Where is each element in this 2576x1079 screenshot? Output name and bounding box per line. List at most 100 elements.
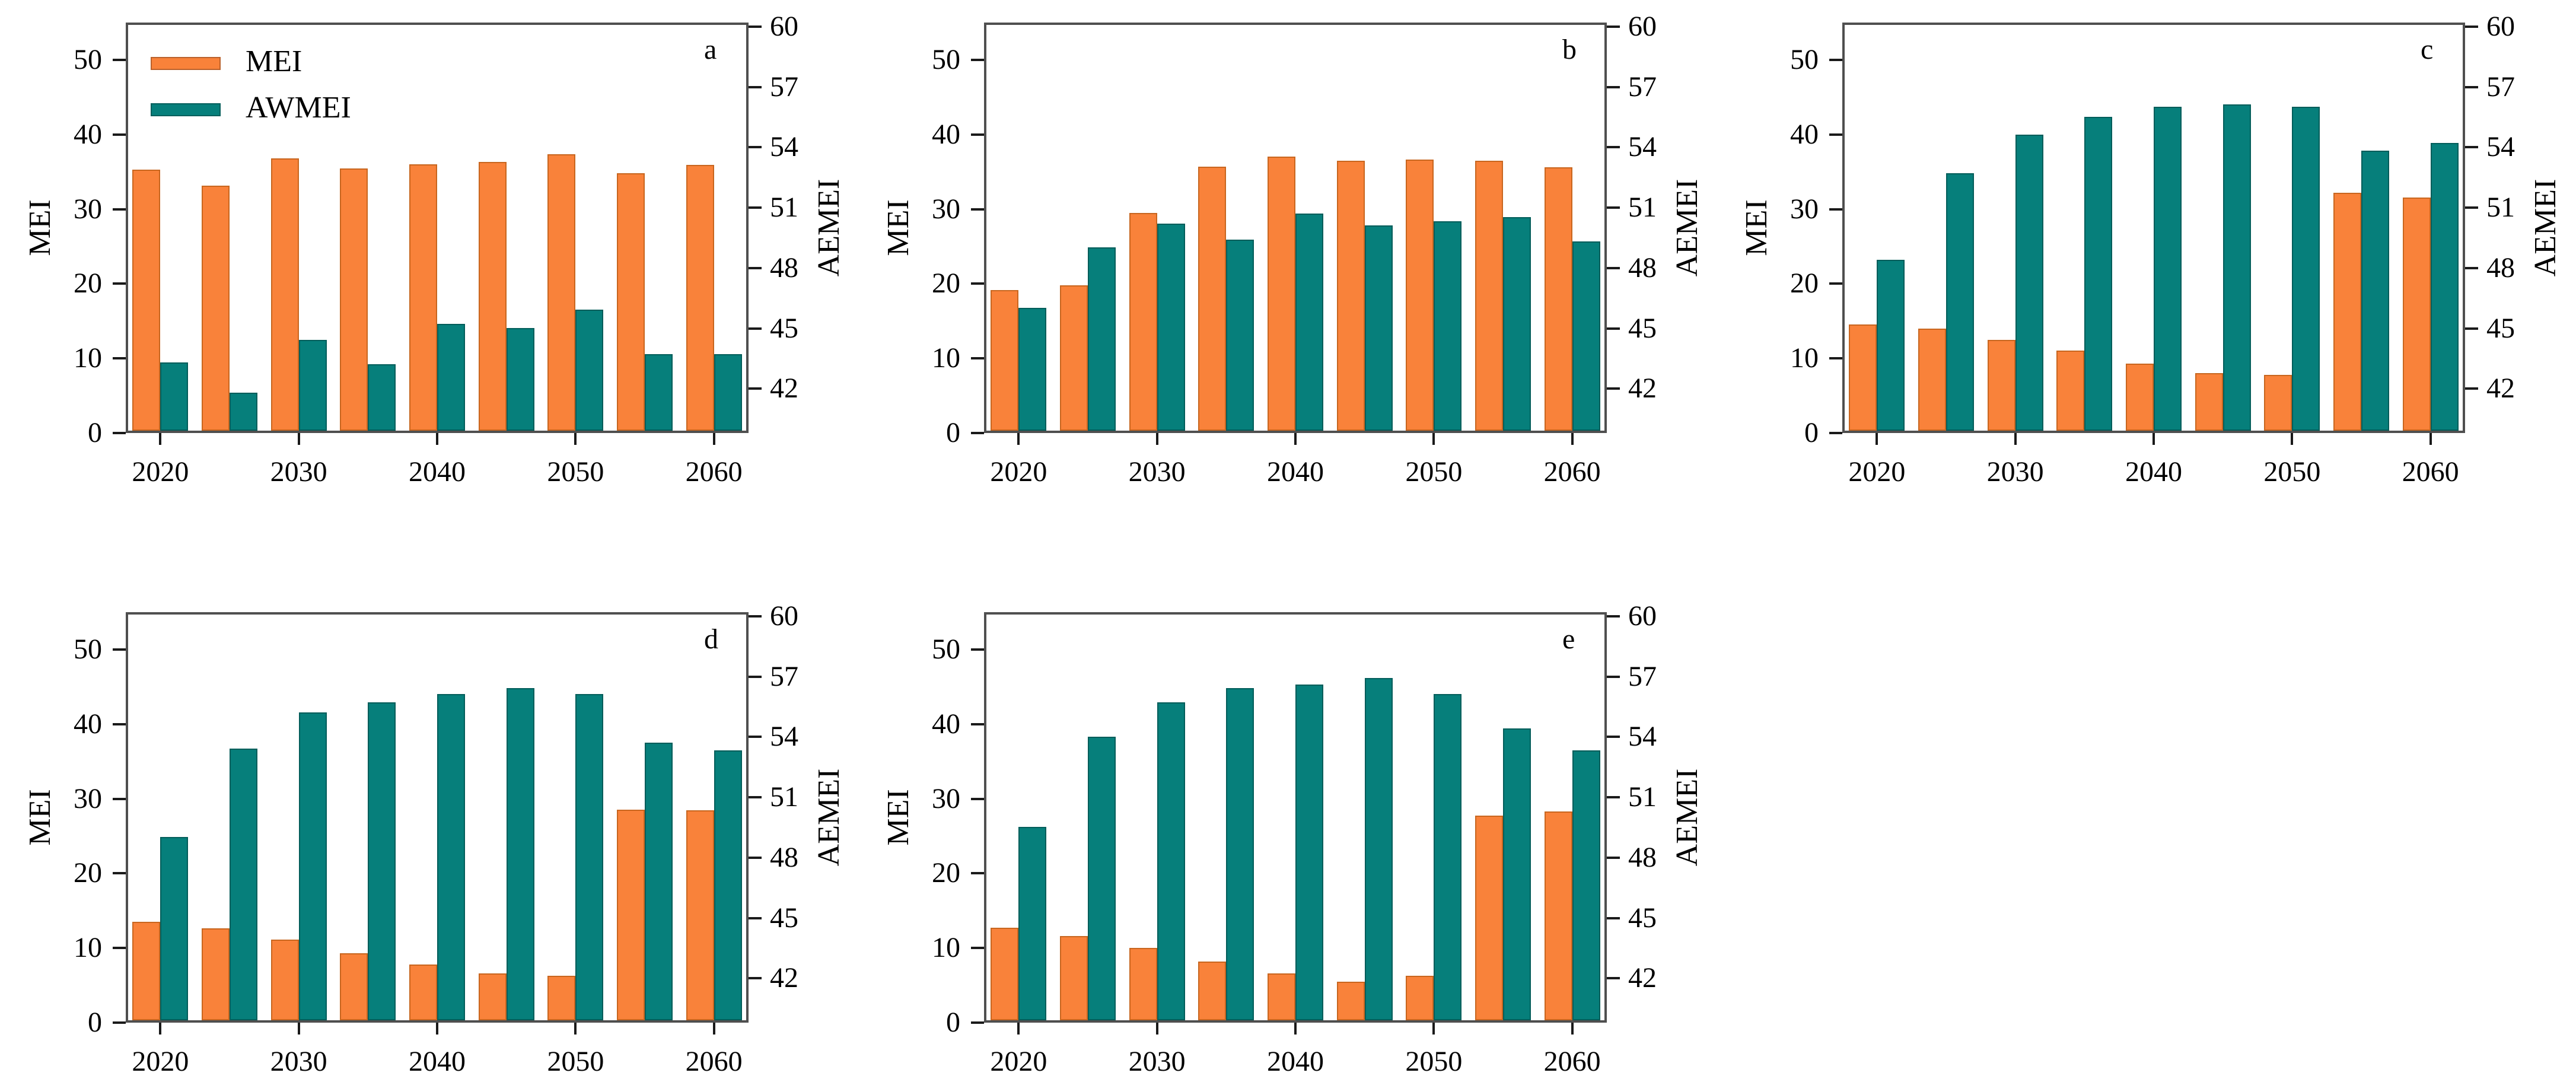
bar-mei-2060 bbox=[1544, 811, 1572, 1020]
bar-mei-2040 bbox=[2126, 363, 2154, 431]
x-axis-tick-label: 2050 bbox=[1405, 456, 1463, 488]
right-axis-tick bbox=[1607, 25, 1620, 28]
x-axis-tick bbox=[574, 1023, 577, 1035]
x-axis-tick bbox=[2014, 433, 2017, 445]
right-axis-tick-label: 42 bbox=[770, 962, 798, 994]
right-axis-title: AEMEI bbox=[812, 179, 846, 277]
bar-awmei-2045 bbox=[2222, 104, 2251, 431]
x-axis-tick bbox=[1432, 1023, 1435, 1035]
left-axis-tick-label: 50 bbox=[932, 43, 960, 75]
left-axis-tick-label: 30 bbox=[932, 782, 960, 814]
left-axis-tick-label: 50 bbox=[74, 633, 102, 665]
right-axis-tick-label: 48 bbox=[770, 841, 798, 873]
panel-letter-a: a bbox=[704, 34, 717, 65]
right-axis-tick-label: 54 bbox=[1628, 721, 1657, 753]
bar-awmei-2030 bbox=[1157, 223, 1185, 431]
left-axis-tick bbox=[1829, 208, 1842, 211]
right-axis-tick bbox=[1607, 387, 1620, 390]
left-axis-tick-label: 20 bbox=[1790, 268, 1819, 300]
right-axis-tick bbox=[749, 977, 762, 980]
bar-mei-2045 bbox=[478, 162, 507, 431]
right-axis-tick-label: 57 bbox=[1628, 660, 1657, 692]
left-axis-tick bbox=[971, 58, 984, 61]
bar-mei-2035 bbox=[2056, 351, 2085, 431]
bar-awmei-2030 bbox=[1157, 702, 1185, 1020]
right-axis-tick bbox=[2465, 85, 2478, 88]
bar-mei-2040 bbox=[409, 164, 437, 431]
x-axis-tick-label: 2050 bbox=[547, 456, 604, 488]
x-axis-tick bbox=[1571, 433, 1574, 445]
right-axis-tick-label: 51 bbox=[770, 192, 798, 224]
left-axis-tick bbox=[113, 282, 126, 285]
right-axis-tick-label: 42 bbox=[770, 373, 798, 405]
legend-swatch-awmei bbox=[151, 103, 221, 116]
bar-mei-2020 bbox=[132, 169, 161, 431]
right-axis-tick bbox=[2465, 25, 2478, 28]
right-axis-tick-label: 42 bbox=[1628, 373, 1657, 405]
right-axis-tick bbox=[1607, 266, 1620, 269]
bar-awmei-2040 bbox=[1295, 213, 1323, 431]
left-axis-tick-label: 10 bbox=[932, 342, 960, 374]
x-axis-tick bbox=[159, 1023, 162, 1035]
bar-awmei-2055 bbox=[645, 354, 673, 431]
right-axis-tick-label: 45 bbox=[1628, 902, 1657, 934]
bar-awmei-2050 bbox=[2292, 106, 2320, 431]
bar-awmei-2055 bbox=[645, 742, 673, 1020]
right-axis-tick bbox=[749, 615, 762, 618]
bar-awmei-2030 bbox=[298, 340, 327, 431]
right-axis-tick-label: 51 bbox=[1628, 781, 1657, 813]
x-axis-tick-label: 2030 bbox=[270, 456, 327, 488]
plot-frame bbox=[984, 612, 1607, 1023]
left-axis-title: MEI bbox=[23, 789, 57, 846]
right-axis-tick bbox=[749, 387, 762, 390]
left-axis-tick-label: 10 bbox=[74, 932, 102, 964]
left-axis-tick-label: 0 bbox=[88, 417, 102, 448]
legend-label-mei: MEI bbox=[246, 44, 303, 78]
right-axis-tick bbox=[1607, 856, 1620, 859]
x-axis-tick bbox=[297, 1023, 300, 1035]
plot-frame bbox=[984, 23, 1607, 433]
right-axis-tick-label: 60 bbox=[770, 10, 798, 42]
x-axis-tick-label: 2040 bbox=[1267, 456, 1324, 488]
bar-mei-2040 bbox=[1268, 973, 1295, 1020]
left-axis-tick bbox=[971, 282, 984, 285]
right-axis-tick-label: 45 bbox=[770, 312, 798, 344]
left-axis-tick-label: 50 bbox=[1790, 43, 1819, 75]
right-axis-title: AEMEI bbox=[1670, 768, 1704, 867]
x-axis-tick-label: 2040 bbox=[2125, 456, 2182, 488]
bar-awmei-2040 bbox=[1295, 684, 1323, 1020]
left-axis-tick bbox=[113, 357, 126, 360]
x-axis-tick-label: 2060 bbox=[1543, 456, 1601, 488]
left-axis-tick bbox=[971, 432, 984, 434]
bar-mei-2030 bbox=[1129, 947, 1157, 1020]
panel-letter-b: b bbox=[1562, 34, 1577, 65]
bar-mei-2030 bbox=[270, 158, 299, 431]
bar-awmei-2040 bbox=[2154, 106, 2182, 431]
right-axis-tick-label: 45 bbox=[770, 902, 798, 934]
right-axis-tick-label: 51 bbox=[1628, 192, 1657, 224]
right-axis-tick-label: 57 bbox=[2486, 71, 2515, 103]
bar-awmei-2025 bbox=[1946, 173, 1974, 431]
x-axis-tick bbox=[159, 433, 162, 445]
bar-mei-2020 bbox=[1849, 324, 1877, 431]
left-axis-tick-label: 10 bbox=[1790, 342, 1819, 374]
right-axis-tick bbox=[749, 146, 762, 149]
right-axis-title: AEMEI bbox=[1670, 179, 1704, 277]
right-axis-tick bbox=[749, 206, 762, 209]
left-axis-tick-label: 40 bbox=[74, 118, 102, 150]
left-axis-tick-label: 20 bbox=[932, 857, 960, 889]
left-axis-tick-label: 40 bbox=[1790, 118, 1819, 150]
bar-awmei-2020 bbox=[1018, 827, 1047, 1020]
bar-mei-2025 bbox=[1060, 935, 1088, 1020]
right-axis-tick-label: 51 bbox=[770, 781, 798, 813]
left-axis-tick-label: 30 bbox=[74, 193, 102, 225]
x-axis-tick bbox=[574, 433, 577, 445]
x-axis-tick-label: 2020 bbox=[990, 1046, 1047, 1077]
x-axis-tick bbox=[1017, 433, 1020, 445]
left-axis-tick-label: 40 bbox=[932, 708, 960, 740]
bar-awmei-2020 bbox=[160, 837, 189, 1020]
right-axis-tick-label: 48 bbox=[1628, 841, 1657, 873]
right-axis-tick-label: 54 bbox=[770, 131, 798, 163]
bar-awmei-2055 bbox=[2361, 151, 2389, 431]
chart-panel-c: 0 10 20 30 40 50 42 45 48 51 54 57 60 2020 2030 2040 205… bbox=[1717, 0, 2575, 537]
